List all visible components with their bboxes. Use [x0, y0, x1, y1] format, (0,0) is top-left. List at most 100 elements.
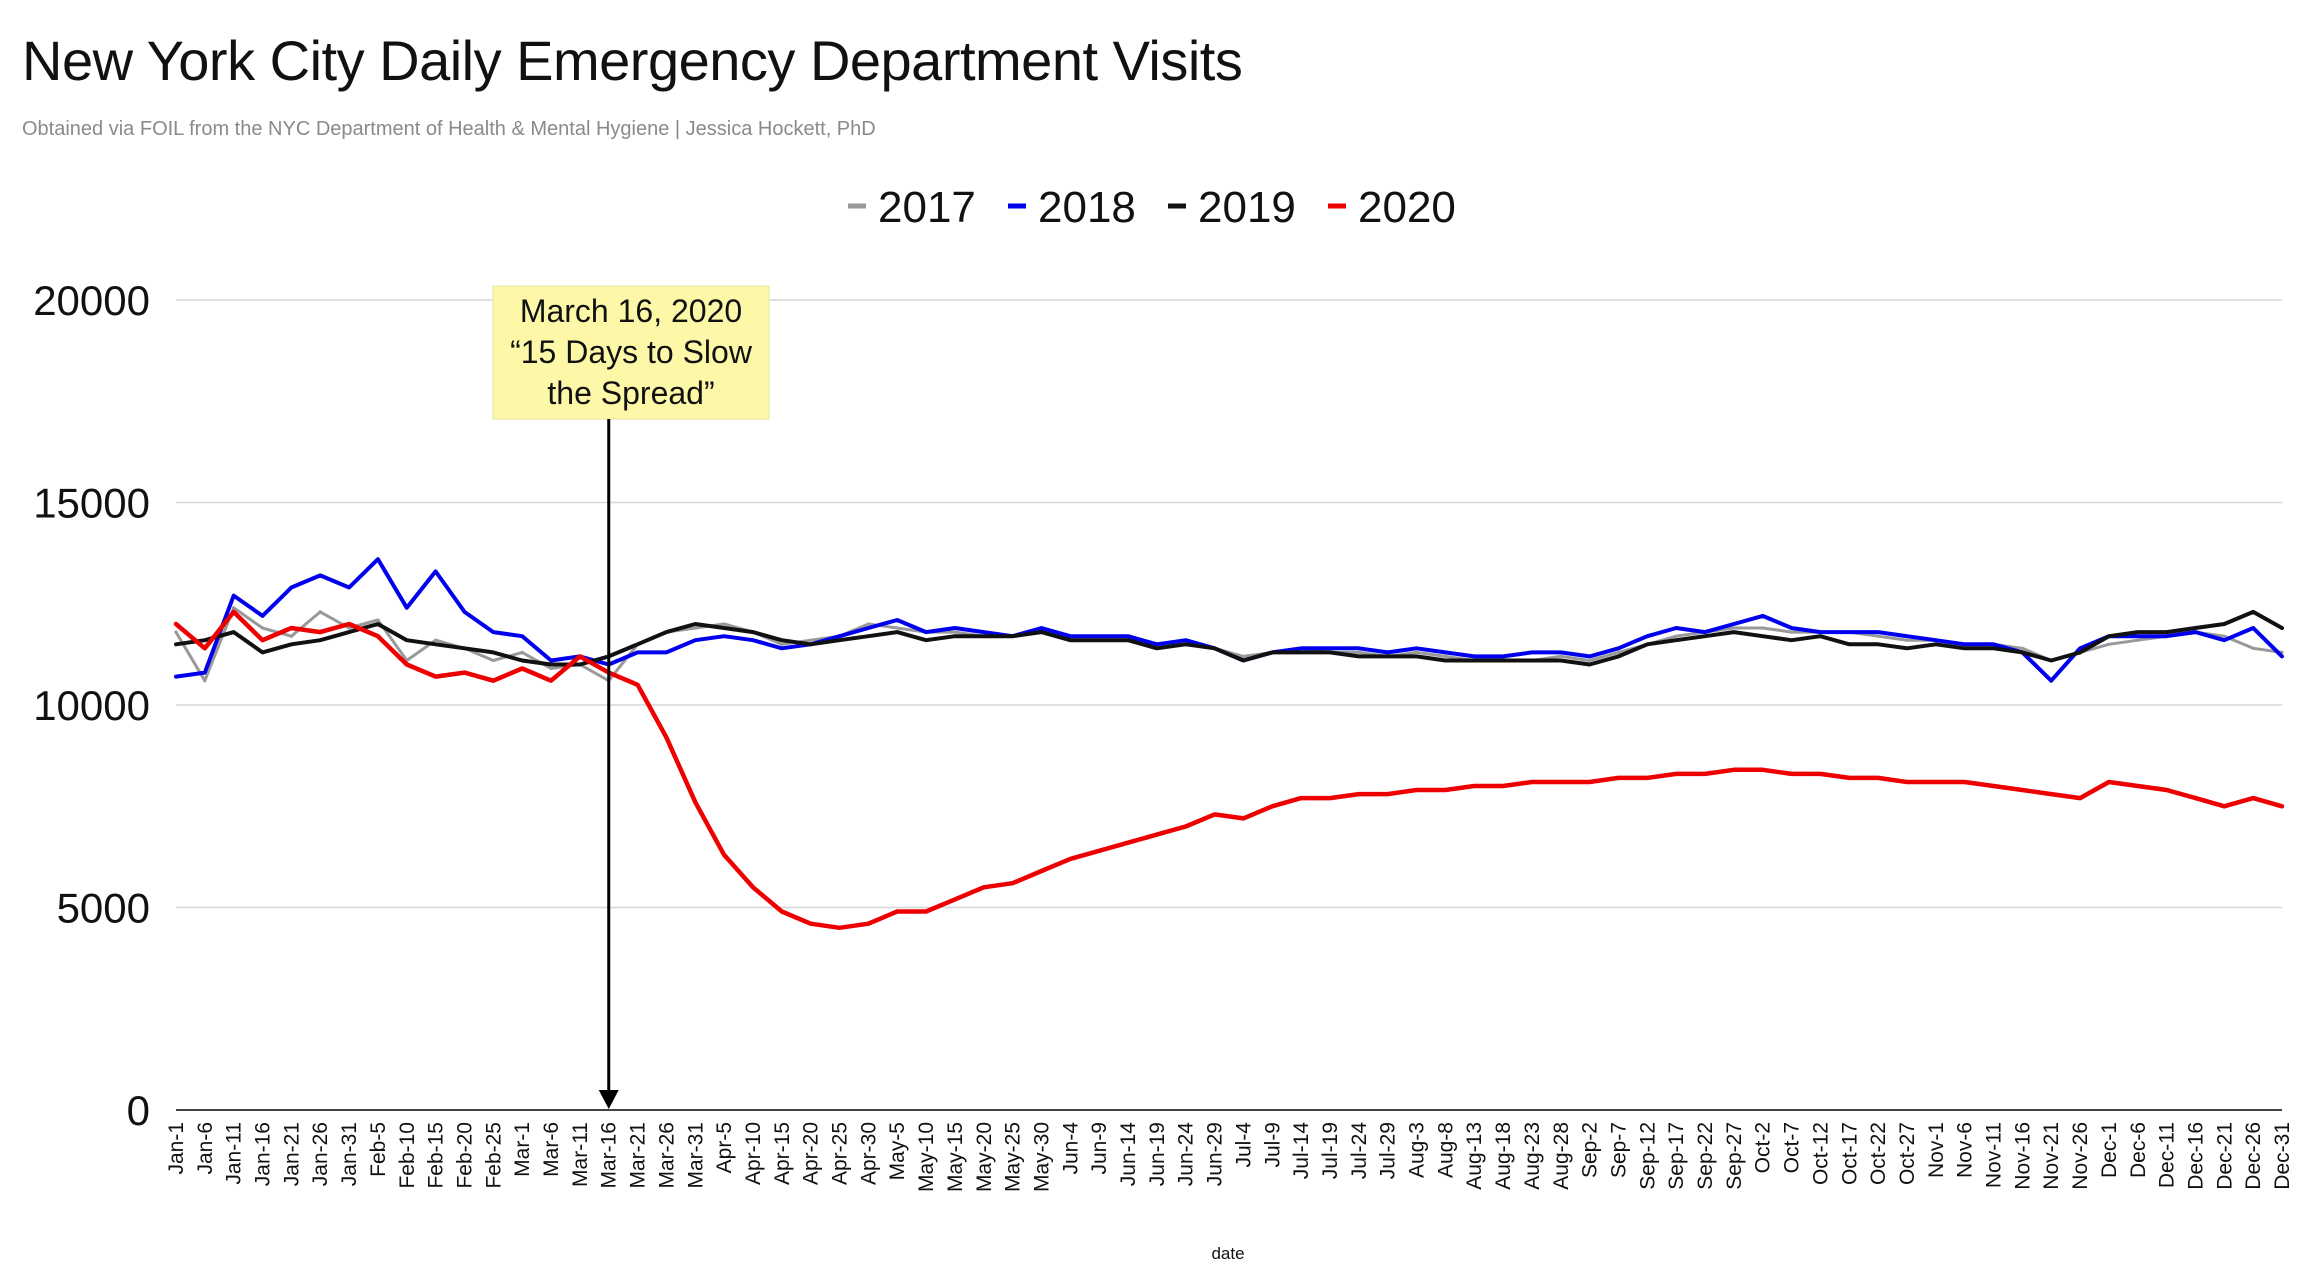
data-point: [1761, 634, 1765, 638]
data-point: [1184, 824, 1188, 829]
x-tick-label: Jun-19: [1146, 1122, 1169, 1186]
data-point: [693, 626, 697, 630]
data-point: [174, 675, 178, 679]
data-point: [693, 638, 697, 642]
x-tick-label: Feb-25: [482, 1122, 505, 1189]
data-point: [1241, 658, 1245, 663]
data-point: [1991, 646, 1996, 650]
data-point: [1761, 626, 1765, 630]
data-point: [982, 634, 986, 638]
x-tick-label: Oct-22: [1867, 1122, 1890, 1185]
x-tick-label: Mar-1: [511, 1122, 534, 1177]
x-tick-label: Dec-6: [2127, 1122, 2150, 1178]
x-tick-label: Mar-11: [569, 1122, 592, 1187]
data-point: [1414, 646, 1419, 650]
data-point: [1616, 776, 1621, 780]
series-line-2020: [173, 609, 2285, 931]
x-tick-label: Jul-14: [1290, 1122, 1313, 1180]
x-tick-label: Mar-6: [540, 1122, 563, 1177]
x-tick-label: Jul-19: [1319, 1122, 1342, 1179]
data-point: [1068, 857, 1072, 861]
data-point: [1588, 654, 1592, 659]
data-point: [2193, 626, 2198, 630]
data-point: [1818, 634, 1822, 638]
data-point: [1472, 658, 1476, 663]
data-point: [664, 650, 669, 655]
data-point: [2136, 638, 2140, 642]
x-tick-label: May-30: [1030, 1122, 1053, 1192]
data-point: [260, 626, 265, 630]
annotation-text: “15 Days to Slow: [510, 334, 753, 370]
x-tick-label: Aug-8: [1434, 1122, 1457, 1178]
data-point: [1126, 638, 1130, 642]
x-tick-label: Oct-7: [1781, 1122, 1804, 1173]
data-point: [520, 666, 524, 671]
data-point: [1588, 662, 1592, 667]
data-point: [1559, 654, 1563, 659]
annotation-box: [492, 285, 770, 420]
data-point: [1039, 630, 1044, 634]
x-tick-label: Jan-21: [280, 1122, 303, 1186]
data-point: [289, 642, 293, 646]
x-tick-label: Oct-2: [1752, 1122, 1775, 1173]
data-point: [434, 675, 438, 679]
legend-label-2019: 2019: [1198, 183, 1296, 232]
data-point: [1876, 776, 1880, 780]
data-point: [2078, 646, 2082, 650]
data-point: [1241, 654, 1245, 659]
data-point: [2020, 650, 2024, 655]
data-point: [1934, 780, 1938, 784]
data-point: [2078, 796, 2082, 800]
y-tick-label: 15000: [33, 480, 150, 527]
x-axis-label: date: [1211, 1244, 1244, 1263]
x-tick-label: Jan-6: [194, 1122, 217, 1175]
data-point: [866, 634, 871, 638]
data-point: [1357, 646, 1361, 650]
data-point: [1011, 634, 1015, 638]
x-tick-label: Dec-26: [2242, 1122, 2265, 1190]
x-tick-label: Jun-29: [1204, 1122, 1227, 1186]
x-tick-label: Dec-11: [2156, 1122, 2179, 1188]
data-point: [347, 622, 351, 626]
data-point: [1616, 654, 1621, 659]
data-point: [2251, 626, 2255, 630]
data-point: [751, 638, 755, 642]
data-point: [924, 630, 928, 634]
data-point: [1991, 642, 1996, 646]
data-point: [578, 654, 582, 659]
y-tick-label: 5000: [57, 885, 150, 932]
data-point: [1905, 646, 1909, 650]
data-point: [953, 630, 957, 634]
data-point: [1414, 650, 1419, 655]
data-point: [1963, 642, 1967, 646]
data-point: [636, 683, 640, 687]
data-point: [1588, 780, 1592, 784]
annotation-text: the Spread”: [547, 375, 714, 411]
series-line-2018: [174, 557, 2284, 683]
data-point: [549, 658, 553, 663]
data-point: [1761, 614, 1765, 618]
data-point: [405, 662, 409, 667]
data-point: [1847, 642, 1851, 646]
data-point: [1674, 638, 1678, 642]
y-tick-label: 0: [127, 1087, 150, 1134]
data-point: [2136, 784, 2140, 788]
x-tick-label: Jun-24: [1175, 1122, 1198, 1187]
data-point: [1963, 780, 1967, 784]
data-point: [405, 638, 409, 642]
data-point: [636, 650, 640, 655]
data-point: [1876, 634, 1880, 638]
legend-label-2018: 2018: [1038, 183, 1136, 232]
data-point: [491, 658, 495, 663]
x-tick-label: Sep-2: [1579, 1122, 1602, 1178]
x-tick-label: Apr-10: [742, 1122, 765, 1185]
data-point: [2251, 610, 2255, 614]
data-point: [1963, 646, 1967, 650]
data-point: [318, 610, 322, 614]
x-tick-label: Jun-14: [1117, 1122, 1140, 1187]
data-point: [953, 897, 957, 902]
data-point: [2193, 630, 2198, 634]
data-point: [1097, 849, 1101, 853]
x-tick-label: Jul-4: [1232, 1122, 1255, 1168]
legend: 2017 2018 2019 2020: [848, 183, 1456, 232]
